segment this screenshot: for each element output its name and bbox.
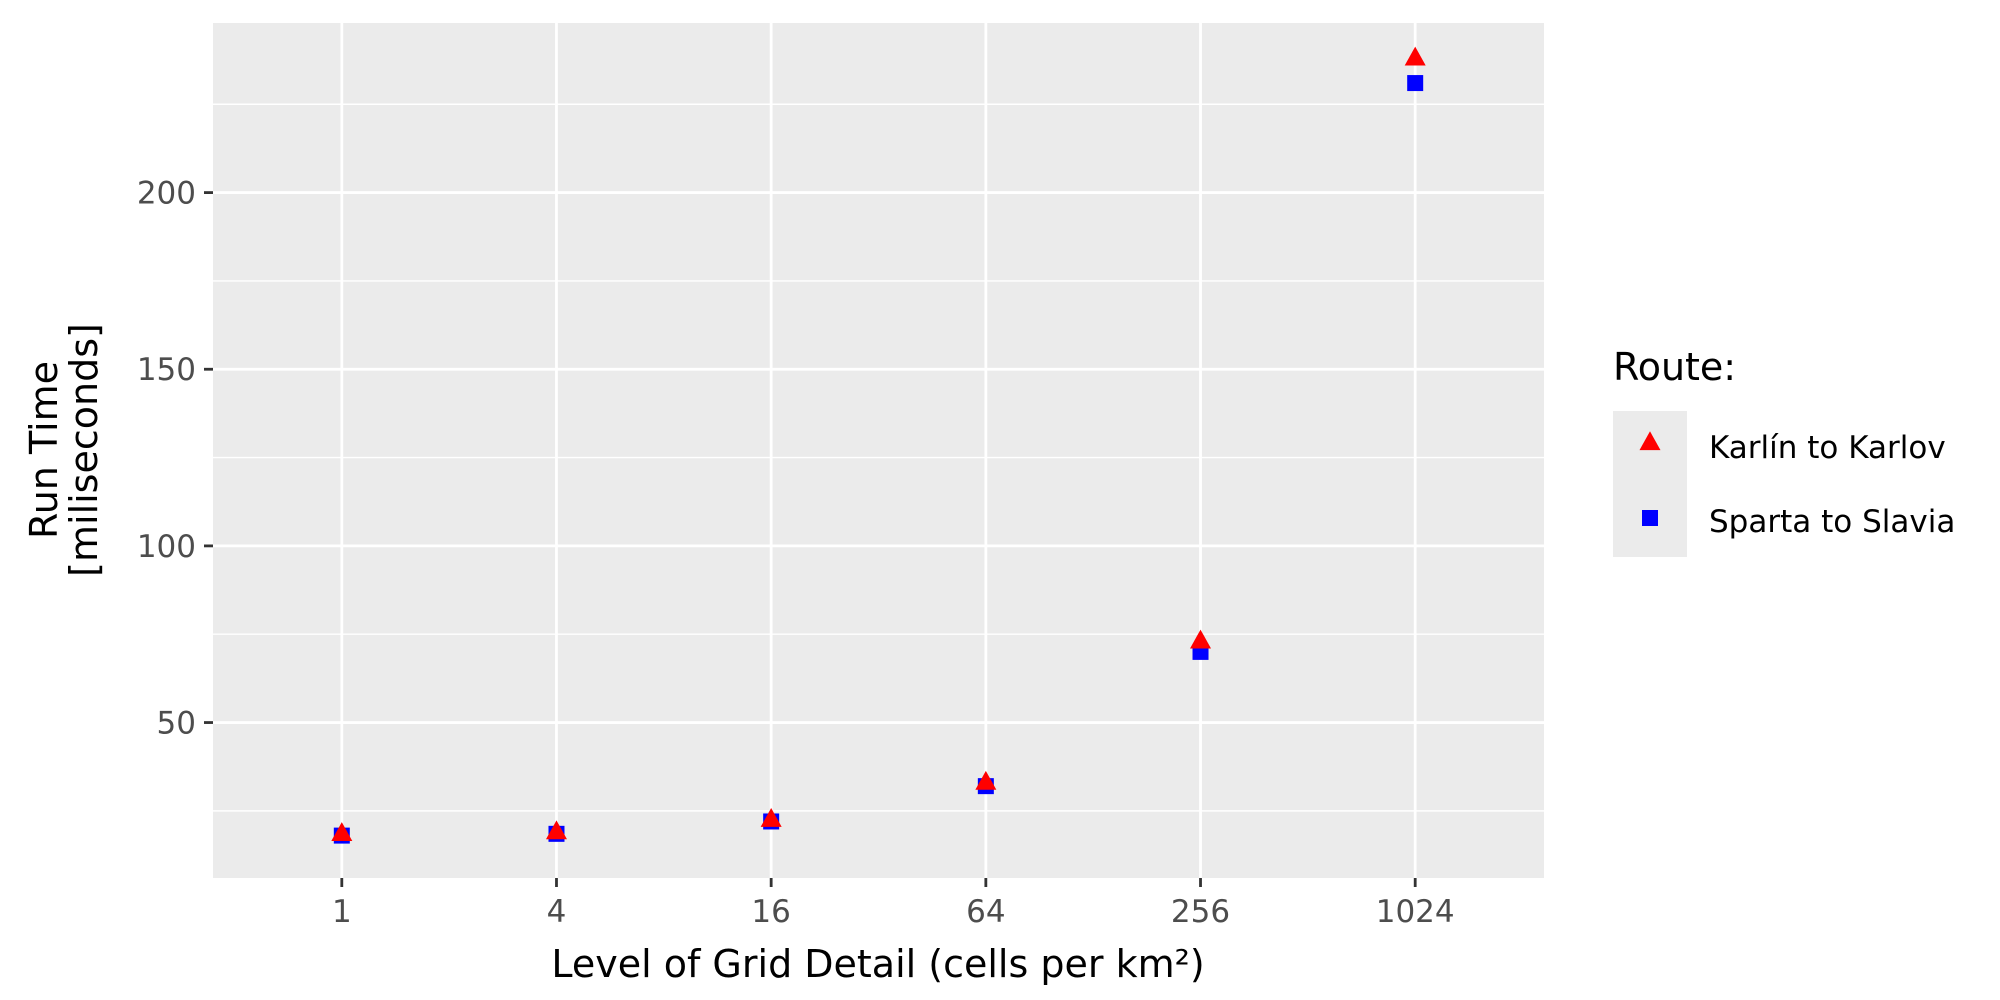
legend-key-square bbox=[1642, 510, 1658, 526]
data-point-karlin-to-karlov bbox=[1190, 629, 1212, 649]
data-point-karlin-to-karlov bbox=[760, 807, 782, 827]
x-tick-label: 1024 bbox=[1376, 894, 1455, 930]
data-point-sparta-to-slavia bbox=[1407, 75, 1424, 92]
data-point-karlin-to-karlov bbox=[975, 770, 997, 790]
data-point-karlin-to-karlov bbox=[545, 820, 567, 840]
y-axis-title: Run Time [miliseconds] bbox=[22, 323, 106, 577]
x-axis-title: Level of Grid Detail (cells per km²) bbox=[551, 942, 1204, 986]
y-tick-label: 100 bbox=[137, 529, 196, 565]
data-points bbox=[331, 46, 1426, 844]
y-axis-title-line-1: Run Time bbox=[22, 361, 66, 539]
legend-keys bbox=[1639, 431, 1661, 526]
legend-title: Route: bbox=[1613, 345, 1736, 389]
x-tick-label: 256 bbox=[1171, 894, 1230, 930]
legend-label-karlin: Karlín to Karlov bbox=[1709, 430, 1946, 466]
y-tick-label: 200 bbox=[137, 176, 196, 212]
minor-gridlines bbox=[213, 103, 1544, 812]
data-point-karlin-to-karlov bbox=[1404, 46, 1426, 66]
y-tick-labels: 50 100 150 200 bbox=[137, 176, 196, 742]
y-tick-label: 50 bbox=[157, 706, 196, 742]
major-gridlines bbox=[213, 23, 1544, 878]
y-axis-title-line-2: [miliseconds] bbox=[62, 323, 106, 577]
y-tick-label: 150 bbox=[137, 352, 196, 388]
legend-key-triangle bbox=[1639, 431, 1661, 451]
x-tick-label: 64 bbox=[966, 894, 1005, 930]
legend-label-sparta: Sparta to Slavia bbox=[1709, 504, 1955, 540]
x-tick-label: 16 bbox=[751, 894, 790, 930]
axis-ticks bbox=[204, 191, 1417, 887]
x-tick-label: 1 bbox=[332, 894, 352, 930]
plot-panel bbox=[213, 23, 1544, 878]
data-point-karlin-to-karlov bbox=[331, 822, 353, 842]
x-tick-labels: 1 4 16 64 256 1024 bbox=[332, 894, 1455, 930]
x-tick-label: 4 bbox=[547, 894, 567, 930]
legend: Route: Karlín to Karlov Sparta to Slavia bbox=[1613, 345, 1955, 557]
